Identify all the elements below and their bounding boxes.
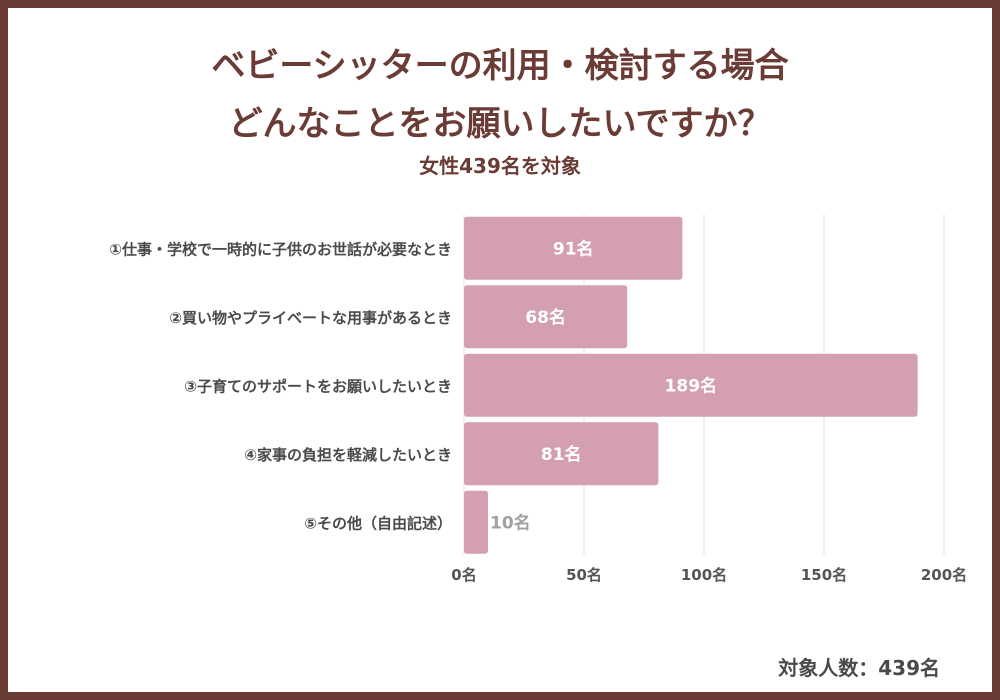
bar-value-label: 10名	[490, 512, 531, 533]
respondent-count: 対象人数：439名	[778, 656, 940, 680]
x-tick-label: 50名	[566, 566, 602, 584]
category-label: ③子育てのサポートをお願いしたいとき	[184, 377, 452, 395]
bars	[464, 216, 918, 554]
chart-title-line-2: どんなことをお願いしたいですか？	[228, 104, 772, 144]
bar	[464, 353, 918, 417]
category-label: ④家事の負担を軽減したいとき	[244, 446, 452, 464]
chart-title-line-1: ベビーシッターの利用・検討する場合	[211, 46, 789, 86]
bar-value-label: 189名	[665, 375, 718, 396]
chart-subtitle: 女性439名を対象	[419, 154, 581, 178]
category-label: ⑤その他（自由記述）	[304, 514, 452, 532]
x-tick-label: 100名	[681, 566, 727, 584]
x-tick-label: 150名	[801, 566, 847, 584]
bar	[464, 285, 628, 349]
labels: 0名 50名 100名 150名 200名 ①仕事・学校で一時的に子供のお世話が必要なとき…	[109, 238, 967, 584]
bar	[464, 216, 683, 280]
bar-value-label: 68名	[525, 307, 566, 328]
chart-frame	[8, 8, 992, 692]
x-tick-label: 0名	[451, 566, 476, 584]
x-tick-label: 200名	[921, 566, 967, 584]
bar	[464, 490, 488, 554]
category-label: ②買い物やプライベートな用事があるとき	[169, 309, 452, 327]
category-label: ①仕事・学校で一時的に子供のお世話が必要なとき	[109, 240, 452, 258]
bar-value-label: 91名	[553, 238, 594, 259]
bar-value-label: 81名	[541, 444, 582, 465]
bar	[464, 422, 659, 486]
